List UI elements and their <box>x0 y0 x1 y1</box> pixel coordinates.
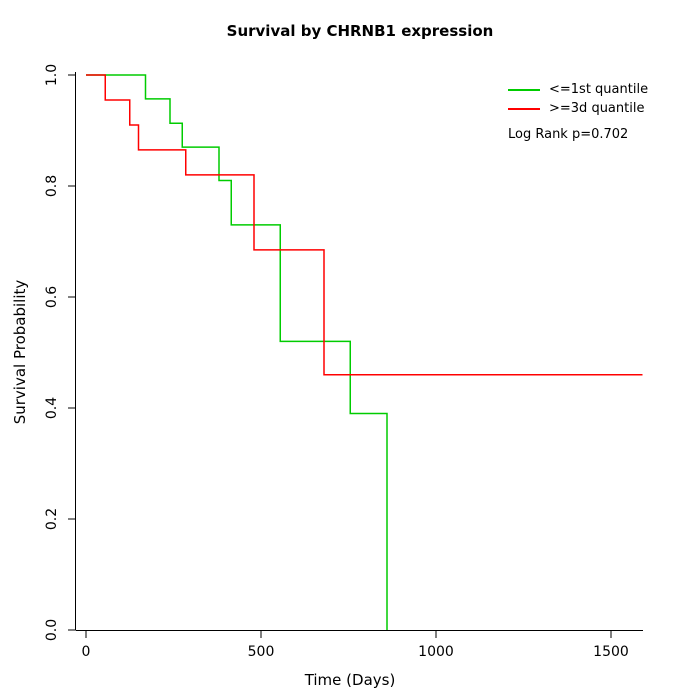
survival-curve-red <box>86 74 643 376</box>
y-tick-label: 0.2 <box>44 508 60 530</box>
green-line-swatch <box>508 88 540 91</box>
chart-title: Survival by CHRNB1 expression <box>226 22 494 40</box>
legend: <=1st quantile >=3d quantile Log Rank p=… <box>508 80 648 142</box>
x-tick-label: 0 <box>82 644 91 660</box>
y-tick-label: 1.0 <box>44 64 60 86</box>
legend-entry-green: <=1st quantile <box>508 80 648 99</box>
y-tick-label: 0.6 <box>44 286 60 308</box>
log-rank-annotation: Log Rank p=0.702 <box>508 127 629 142</box>
x-axis-label: Time (Days) <box>304 671 396 689</box>
y-tick-label: 0.4 <box>44 397 60 419</box>
y-axis-label: Survival Probability <box>11 279 29 425</box>
x-tick-label: 500 <box>248 644 275 660</box>
survival-curve-green <box>86 74 388 630</box>
legend-entry-red: >=3d quantile <box>508 99 648 118</box>
y-tick-label: 0.8 <box>44 175 60 197</box>
x-tick-label: 1000 <box>418 644 454 660</box>
legend-label-green: <=1st quantile <box>549 82 649 97</box>
legend-label-red: >=3d quantile <box>549 101 645 116</box>
red-line-swatch <box>508 107 540 110</box>
y-tick-label: 0.0 <box>44 619 60 641</box>
x-tick-label: 1500 <box>593 644 629 660</box>
